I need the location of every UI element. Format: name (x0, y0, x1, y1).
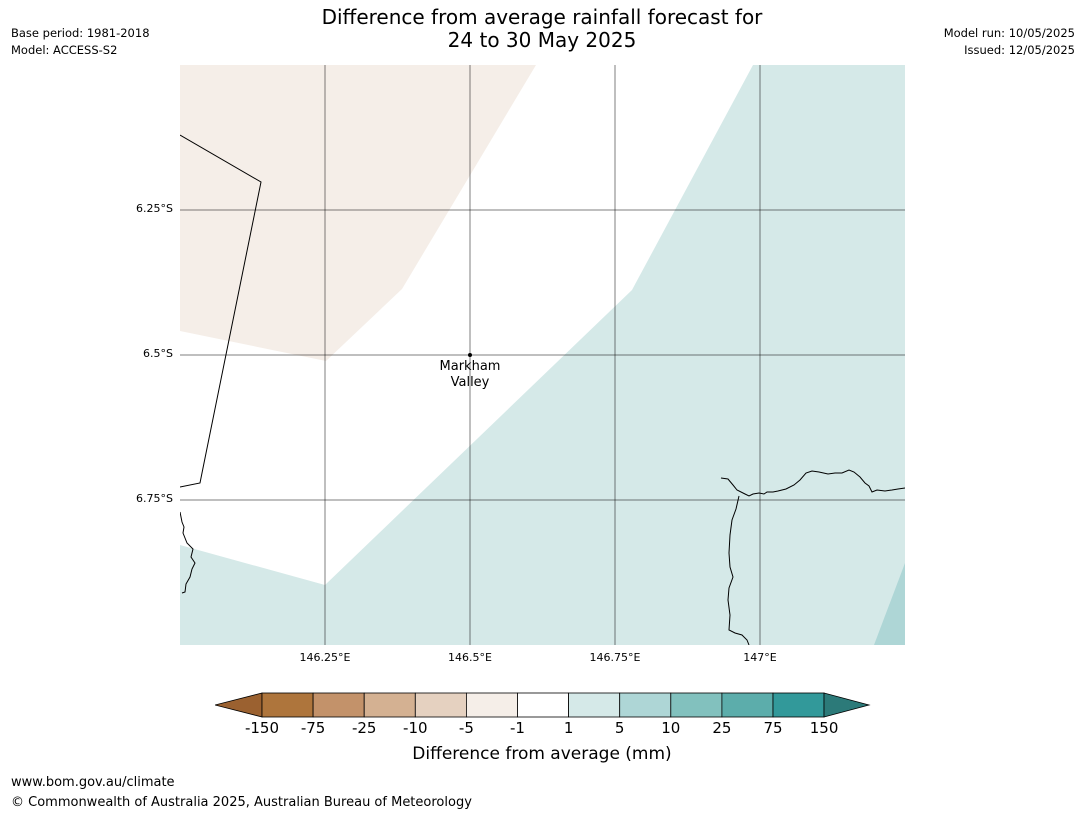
region-neg5-to-neg1 (180, 65, 536, 361)
colorbar-extend-high (823, 692, 871, 718)
longitude-label: 146.75°E (589, 651, 641, 664)
place-label: Markham Valley (420, 359, 520, 391)
border-line (180, 134, 262, 488)
colorbar-cell (670, 692, 723, 718)
colorbar-tick-label: 1 (563, 719, 574, 737)
footer-url[interactable]: www.bom.gov.au/climate (11, 775, 175, 790)
colorbar-cell (414, 692, 467, 718)
latitude-label: 6.25°S (136, 202, 173, 215)
issued-text: Issued: 12/05/2025 (964, 43, 1075, 57)
colorbar-cell (517, 692, 569, 718)
colorbar-cell (261, 692, 314, 718)
colorbar (215, 692, 871, 718)
place-name-line-2: Valley (450, 375, 490, 390)
colorbar-cells (261, 692, 825, 718)
map-title: Difference from average rainfall forecas… (242, 6, 842, 52)
model-text: Model: ACCESS-S2 (11, 43, 118, 57)
colorbar-tick-label: -25 (351, 719, 377, 737)
model-run-text: Model run: 10/05/2025 (943, 26, 1075, 40)
footer-copyright: © Commonwealth of Australia 2025, Austra… (11, 795, 472, 810)
colorbar-cell (568, 692, 621, 718)
title-line-1: Difference from average rainfall forecas… (321, 5, 763, 29)
coastline-west (180, 511, 196, 594)
longitude-label: 146.5°E (448, 651, 492, 664)
town-marker[interactable] (468, 353, 472, 357)
footer: www.bom.gov.au/climate © Commonwealth of… (11, 773, 472, 813)
rainfall-map[interactable] (180, 65, 905, 645)
colorbar-cell (772, 692, 825, 718)
latitude-label: 6.5°S (143, 347, 173, 360)
colorbar-tick-label: 150 (809, 719, 839, 737)
colorbar-tick-label: 25 (712, 719, 732, 737)
colorbar-tick-label: -10 (403, 719, 428, 737)
base-period-text: Base period: 1981-2018 (11, 26, 150, 40)
coastline-east (720, 469, 905, 497)
graticule (180, 65, 905, 645)
title-line-2: 24 to 30 May 2025 (447, 28, 637, 52)
region-5-to-10 (874, 563, 905, 645)
colorbar-tick-label: -5 (458, 719, 474, 737)
colorbar-cell (465, 692, 518, 718)
colorbar-tick-label: 5 (614, 719, 625, 737)
colorbar-cell (312, 692, 365, 718)
colorbar-tick-label: -75 (300, 719, 326, 737)
colorbar-tick-label: 10 (661, 719, 681, 737)
colorbar-tick-label: -1 (510, 719, 525, 737)
metadata-left: Base period: 1981-2018 Model: ACCESS-S2 (11, 25, 150, 59)
colorbar-cell (721, 692, 774, 718)
place-name-line-1: Markham (439, 359, 501, 374)
colorbar-tick-label: -150 (244, 719, 280, 737)
colorbar-cell (619, 692, 672, 718)
longitude-label: 146.25°E (299, 651, 351, 664)
longitude-label: 147°E (743, 651, 777, 664)
colorbar-tick-label: 75 (763, 719, 783, 737)
map-panel[interactable] (180, 65, 905, 645)
colorbar-cell (363, 692, 416, 718)
latitude-label: 6.75°S (136, 492, 173, 505)
borders-and-coastline (180, 134, 905, 645)
colorbar-title: Difference from average (mm) (412, 744, 672, 764)
metadata-right: Model run: 10/05/2025 Issued: 12/05/2025 (944, 25, 1075, 59)
coastline-south (727, 495, 750, 645)
colorbar-extend-low (215, 692, 263, 718)
